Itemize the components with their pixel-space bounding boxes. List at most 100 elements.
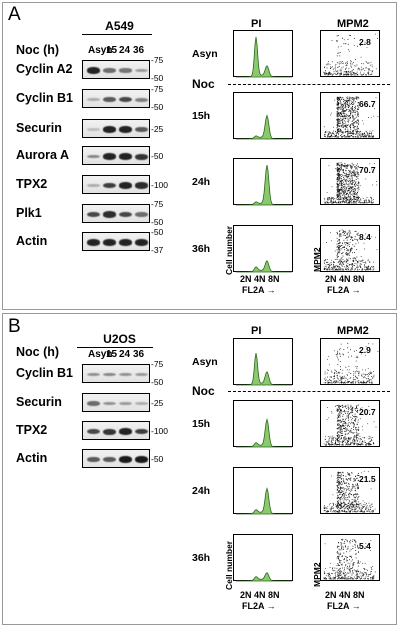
mpm2-dot-plot: 21.5 (320, 467, 380, 514)
pi-histogram (233, 158, 293, 206)
panel-b-frame (2, 313, 397, 625)
blot-band (119, 96, 132, 103)
blot-band (87, 372, 100, 377)
mw-marker: -50 (151, 73, 164, 83)
panel-a-cell-line-underline (82, 34, 152, 35)
panel-b-letter: B (8, 316, 21, 337)
pi-histogram-plot (236, 487, 292, 515)
pi-histogram (233, 467, 293, 515)
blot-label: Securin (16, 394, 62, 409)
blot-band (119, 401, 132, 406)
panel-b-pi-fl2a: FL2A → (242, 601, 276, 611)
blot-band (87, 98, 100, 101)
panel-a-mpm2-axis: MPM2 (312, 247, 322, 272)
blot-band (87, 211, 100, 218)
blot-band (119, 126, 132, 133)
blot-band (135, 402, 148, 405)
panel-b-mpm2-axis: MPM2 (312, 562, 322, 587)
mpm2-dot-plot-points (323, 470, 376, 513)
panel-a-cell-line: A549 (105, 19, 134, 33)
blot-image (82, 89, 150, 108)
blot-band (103, 428, 116, 435)
blot-band (103, 401, 116, 406)
time-point-label: 15h (192, 418, 211, 430)
blot-band (135, 97, 148, 102)
pi-histogram (233, 30, 293, 78)
mw-marker: -25 (151, 123, 164, 134)
pi-histogram-curve (236, 165, 292, 206)
mpm2-dot-plot-points (323, 33, 378, 76)
blot-image (82, 393, 150, 412)
mpm2-dot-plot: 2.9 (320, 338, 380, 385)
blot-band (87, 184, 100, 187)
pi-histogram (233, 400, 293, 448)
panel-a-noc-dashed-line (228, 84, 390, 85)
time-point-label: 36h (192, 243, 211, 255)
blot-label: TPX2 (16, 422, 48, 437)
pi-histogram-curve (236, 36, 292, 78)
lane-label: 36 (133, 349, 145, 360)
blot-band (119, 182, 132, 189)
mpm2-percentage: 8.4 (359, 232, 371, 242)
pi-histogram (233, 338, 293, 386)
mpm2-dot-plot-points (324, 162, 378, 204)
blot-band (87, 67, 100, 74)
lane-label: 24 (119, 349, 131, 360)
blot-band (87, 428, 100, 435)
mpm2-percentage: 66.7 (359, 99, 376, 109)
mw-marker: -100 (151, 425, 169, 436)
mw-marker: -50 (151, 102, 164, 112)
mw-marker: -50 (151, 150, 164, 161)
panel-a-letter: A (8, 4, 21, 25)
pi-histogram-plot (236, 417, 292, 448)
mw-marker: -50 (151, 453, 164, 464)
blot-band (135, 212, 148, 217)
pi-histogram-plot (236, 260, 292, 273)
mpm2-dot-plot: 70.7 (320, 158, 380, 205)
mpm2-percentage: 21.5 (359, 474, 376, 484)
blot-band (103, 126, 116, 133)
blot-label: TPX2 (16, 176, 48, 191)
blot-image (82, 364, 150, 383)
mpm2-percentage: 2.9 (359, 345, 371, 355)
panel-b-mpm2-ticks: 2N 4N 8N (325, 590, 365, 600)
mpm2-dot-plot-points (323, 96, 379, 138)
blot-band (103, 372, 116, 377)
panel-a-cell-number-axis: Cell number (224, 225, 234, 275)
blot-label: Cyclin B1 (16, 90, 73, 105)
panel-a-mpm2-header: MPM2 (337, 18, 369, 30)
blot-band (103, 182, 116, 189)
mw-marker: -75 (151, 84, 164, 94)
blot-band (119, 153, 132, 160)
pi-histogram-curve (236, 572, 292, 582)
pi-histogram-curve (236, 417, 292, 448)
pi-histogram-curve (236, 353, 292, 386)
mpm2-dot-plot-points (323, 538, 376, 580)
panel-b-mpm2-header: MPM2 (337, 325, 369, 337)
mpm2-dot-plot: 8.4 (320, 225, 380, 272)
mw-marker: -75 (151, 55, 164, 65)
pi-histogram (233, 534, 293, 582)
blot-image (82, 449, 150, 468)
blot-band (87, 457, 100, 462)
blot-band (103, 68, 116, 73)
panel-a-noc-row: Noc (192, 77, 215, 91)
mpm2-dot-plot-points (323, 229, 378, 271)
pi-histogram-plot (236, 114, 292, 140)
blot-band (135, 428, 148, 435)
blot-band (135, 127, 148, 132)
blot-band (135, 372, 148, 377)
pi-histogram-plot (236, 165, 292, 206)
mpm2-dot-plot-points (323, 404, 377, 446)
mw-marker: -50 (151, 377, 164, 387)
pi-histogram-curve (236, 260, 292, 273)
time-point-label: 15h (192, 110, 211, 122)
blot-band (119, 372, 132, 377)
blot-image (82, 146, 150, 165)
mw-marker: -100 (151, 179, 169, 190)
mw-marker: -25 (151, 397, 164, 408)
mpm2-percentage: 70.7 (359, 165, 376, 175)
blot-band (135, 456, 148, 463)
blot-band (87, 239, 100, 246)
blot-band (87, 128, 100, 131)
